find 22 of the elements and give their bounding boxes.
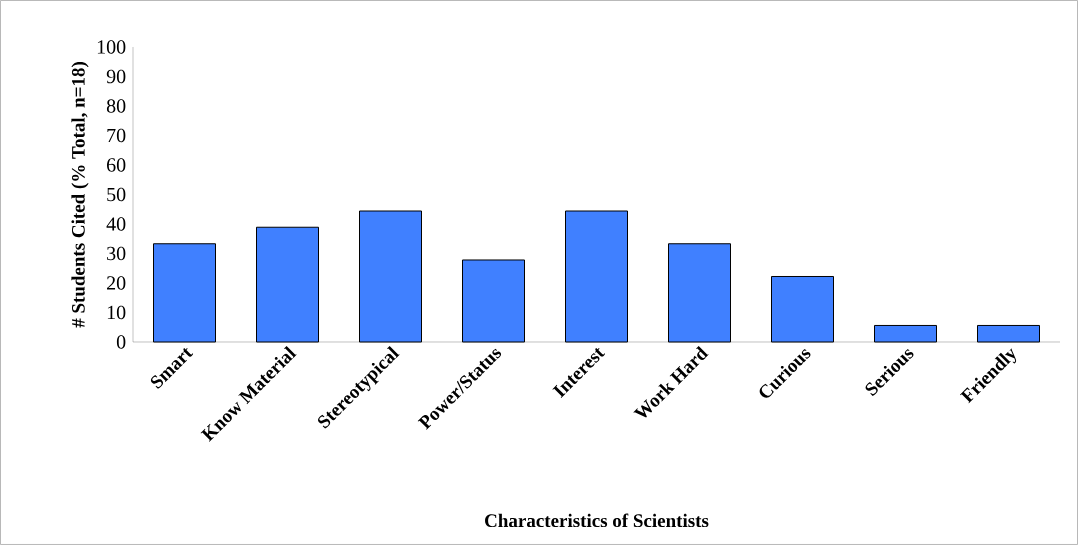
y-tick-label: 90 [106, 69, 126, 84]
y-tick-label: 60 [107, 158, 126, 172]
y-tick-label: 30 [107, 246, 126, 261]
bar [977, 324, 1040, 343]
bar [874, 324, 937, 343]
y-tick-label: 50 [107, 187, 126, 202]
y-axis-title: # Students Cited (% Total, n=18) [71, 62, 89, 328]
y-tick-label: 20 [107, 276, 126, 290]
bar [256, 226, 320, 343]
y-tick-label: 100 [97, 40, 126, 54]
y-tick-label: 80 [106, 99, 126, 113]
bar [771, 276, 834, 343]
bar [565, 210, 629, 343]
x-axis-title: Characteristics of Scientists [485, 513, 709, 528]
y-tick-label: 40 [106, 217, 126, 231]
bar [153, 243, 217, 343]
bar [668, 243, 731, 343]
y-tick-label: 10 [107, 305, 126, 320]
y-tick-label: 70 [107, 128, 126, 143]
y-tick-label: 0 [116, 335, 126, 349]
bar [462, 259, 526, 343]
bar [359, 210, 423, 343]
